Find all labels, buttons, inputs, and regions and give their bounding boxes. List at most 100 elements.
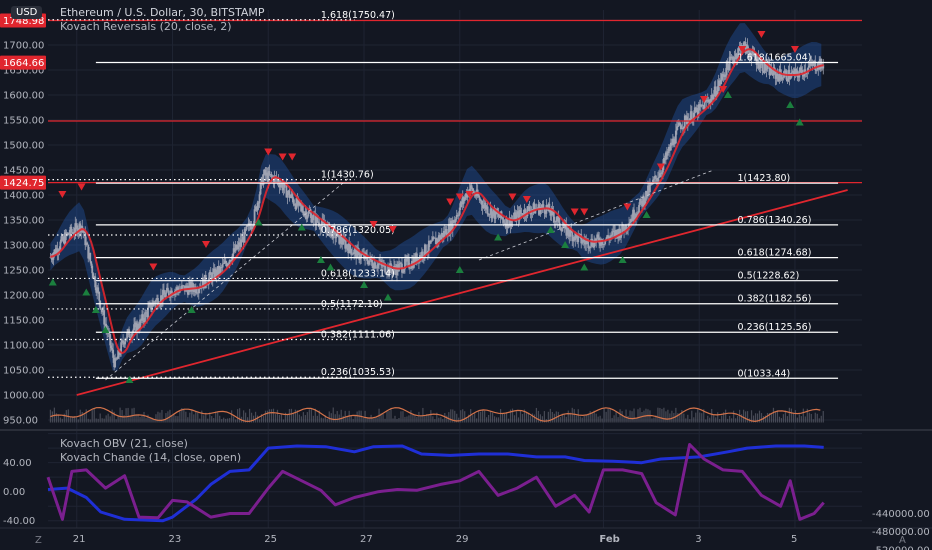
currency-badge[interactable]: USD [11, 6, 43, 19]
candle-body [461, 197, 464, 205]
volume-bar [346, 417, 348, 423]
candle-body [212, 268, 215, 273]
candle-body [655, 175, 657, 179]
candle-body [213, 268, 216, 279]
volume-bar [115, 419, 117, 423]
candle-body [452, 220, 455, 223]
price-label-box [0, 175, 46, 190]
candle-body [111, 348, 114, 350]
candle-body [136, 323, 138, 333]
candle-body [716, 86, 719, 95]
volume-bar [482, 410, 484, 423]
volume-bar [386, 411, 388, 423]
candle-body [60, 236, 63, 242]
candle-body [646, 190, 648, 197]
volume-bar [374, 417, 376, 423]
volume-bar [501, 413, 504, 423]
candle-body [244, 228, 247, 230]
candle-body [142, 314, 144, 321]
volume-bar [229, 418, 231, 423]
volume-bar [256, 415, 259, 423]
candle-body [290, 194, 293, 197]
candle-body [426, 250, 429, 254]
volume-bar [418, 411, 420, 423]
candle-body [669, 142, 672, 151]
volume-bar [822, 411, 824, 423]
candle-body [167, 287, 169, 291]
candle-body [730, 57, 733, 59]
candle-body [424, 244, 427, 254]
candle-body [606, 235, 609, 239]
candle-body [339, 235, 342, 244]
candle-body [583, 239, 586, 243]
candle-body [250, 226, 253, 230]
volume-bar [800, 416, 802, 423]
volume-bar [464, 411, 466, 423]
candle-body [455, 214, 458, 219]
candle-body [519, 209, 522, 214]
candle-body [332, 227, 335, 239]
candle-body [242, 236, 245, 243]
candle-body [687, 119, 690, 125]
candle-body [321, 219, 324, 225]
candle-body [436, 238, 439, 242]
volume-bar [711, 408, 713, 423]
candle-body [618, 228, 620, 239]
candle-body [479, 200, 482, 202]
volume-bar [665, 411, 667, 423]
volume-bar [103, 418, 105, 423]
candle-body [765, 68, 768, 71]
candle-body [474, 195, 477, 197]
volume-bar [99, 413, 101, 423]
auto-scale-icon[interactable]: A [899, 535, 906, 546]
volume-bar [350, 415, 352, 423]
timezone-icon[interactable]: Z [35, 535, 42, 546]
candle-body [145, 312, 147, 314]
volume-bar [183, 408, 185, 423]
candle-body [660, 173, 662, 175]
fib-level-label: 0.5(1228.62) [738, 271, 800, 282]
candle-body [544, 213, 547, 214]
candle-body [442, 230, 445, 238]
candle-body [101, 309, 104, 313]
candle-body [97, 287, 100, 292]
candle-body [471, 188, 474, 193]
volume-bar [631, 411, 633, 423]
indicator-legend: Kovach Reversals (20, close, 2) [60, 20, 232, 33]
volume-bar [687, 414, 689, 423]
volume-bar [414, 414, 416, 423]
volume-bar [525, 411, 528, 423]
candle-body [156, 298, 158, 300]
volume-bar [434, 419, 436, 423]
volume-bar [567, 410, 569, 423]
candle-body [449, 220, 452, 235]
candle-body [614, 230, 616, 237]
volume-bar [328, 411, 330, 423]
candle-body [550, 208, 553, 216]
candle-body [260, 177, 263, 184]
candle-body [744, 41, 747, 54]
candle-body [726, 61, 729, 66]
fib-level-label: 0.618(1274.68) [738, 248, 812, 259]
candle-body [255, 206, 258, 211]
down-reversal-marker [455, 193, 464, 201]
candle-body [532, 203, 535, 210]
candle-body [312, 214, 315, 221]
volume-bar [820, 415, 822, 423]
candle-body [572, 236, 575, 242]
candle-body [229, 259, 232, 261]
candle-body [821, 64, 824, 69]
candle-body [190, 282, 193, 292]
candle-body [174, 290, 177, 291]
volume-bar [123, 415, 125, 423]
candle-body [130, 337, 132, 339]
volume-bar [442, 419, 444, 423]
candle-body [593, 239, 596, 248]
volume-bar [651, 418, 653, 423]
candle-body [237, 242, 240, 246]
y-axis-tick-label: 1600.00 [3, 91, 44, 102]
candle-body [630, 218, 632, 223]
candle-body [658, 177, 660, 178]
volume-bar [203, 415, 205, 423]
